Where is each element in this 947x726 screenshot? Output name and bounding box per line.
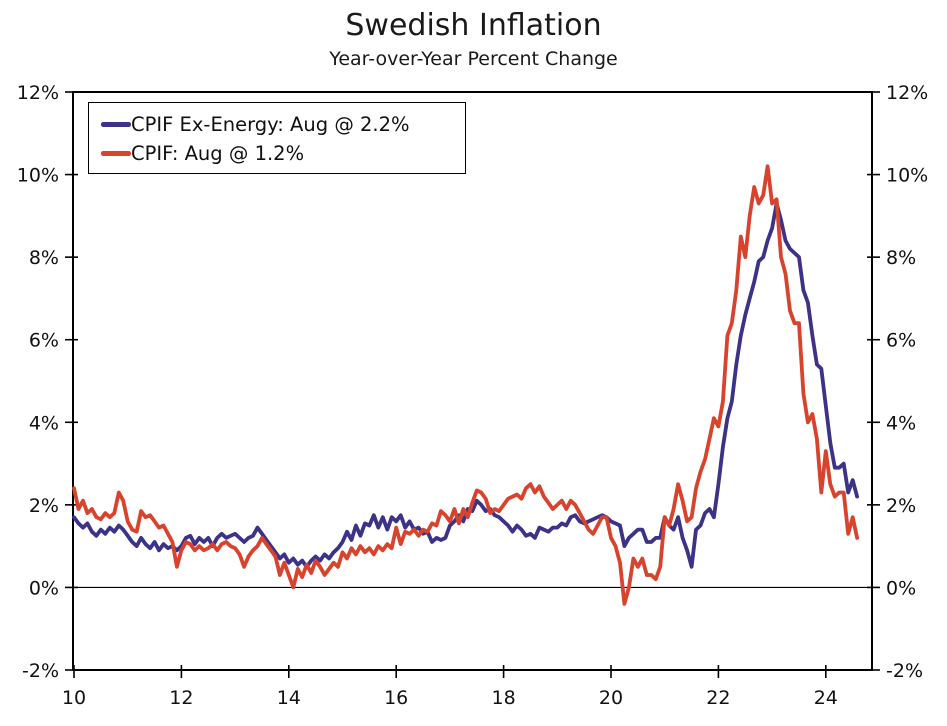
chart-subtitle: Year-over-Year Percent Change xyxy=(329,48,618,70)
legend-item-cpif: CPIF: Aug @ 1.2% xyxy=(101,139,455,168)
x-axis-label: 16 xyxy=(384,687,408,709)
y-axis-label-right: 10% xyxy=(886,165,928,187)
cpif-ex-energy-swatch-line xyxy=(101,122,131,127)
legend-item-cpif-ex-energy: CPIF Ex-Energy: Aug @ 2.2% xyxy=(101,110,455,139)
y-axis-label-left: -2% xyxy=(22,660,59,682)
x-axis-label: 14 xyxy=(277,687,301,709)
x-axis-label: 24 xyxy=(814,687,838,709)
cpif-ex-energy-legend-label: CPIF Ex-Energy: Aug @ 2.2% xyxy=(131,113,410,136)
y-axis-label-left: 6% xyxy=(29,330,59,352)
y-axis-label-right: -2% xyxy=(886,660,923,682)
cpif-swatch-line xyxy=(101,151,131,156)
y-axis-label-left: 10% xyxy=(17,165,59,187)
y-axis-label-right: 2% xyxy=(886,495,916,517)
y-axis-label-right: 0% xyxy=(886,577,916,599)
y-axis-label-left: 12% xyxy=(17,82,59,104)
y-axis-label-left: 8% xyxy=(29,247,59,269)
x-axis-label: 10 xyxy=(62,687,86,709)
y-axis-label-right: 4% xyxy=(886,412,916,434)
y-axis-label-right: 12% xyxy=(886,82,928,104)
y-axis-label-left: 0% xyxy=(29,577,59,599)
chart-title: Swedish Inflation xyxy=(345,8,602,43)
x-axis-label: 20 xyxy=(599,687,623,709)
x-axis-label: 18 xyxy=(492,687,516,709)
x-axis-label: 12 xyxy=(169,687,193,709)
y-axis-label-right: 8% xyxy=(886,247,916,269)
cpif-legend-label: CPIF: Aug @ 1.2% xyxy=(131,142,305,165)
y-axis-label-left: 2% xyxy=(29,495,59,517)
plot-frame xyxy=(72,91,873,671)
x-axis-label: 22 xyxy=(706,687,730,709)
cpif-line xyxy=(72,164,859,606)
legend: CPIF Ex-Energy: Aug @ 2.2% CPIF: Aug @ 1… xyxy=(88,102,466,174)
y-axis-label-right: 6% xyxy=(886,330,916,352)
y-axis-label-left: 4% xyxy=(29,412,59,434)
